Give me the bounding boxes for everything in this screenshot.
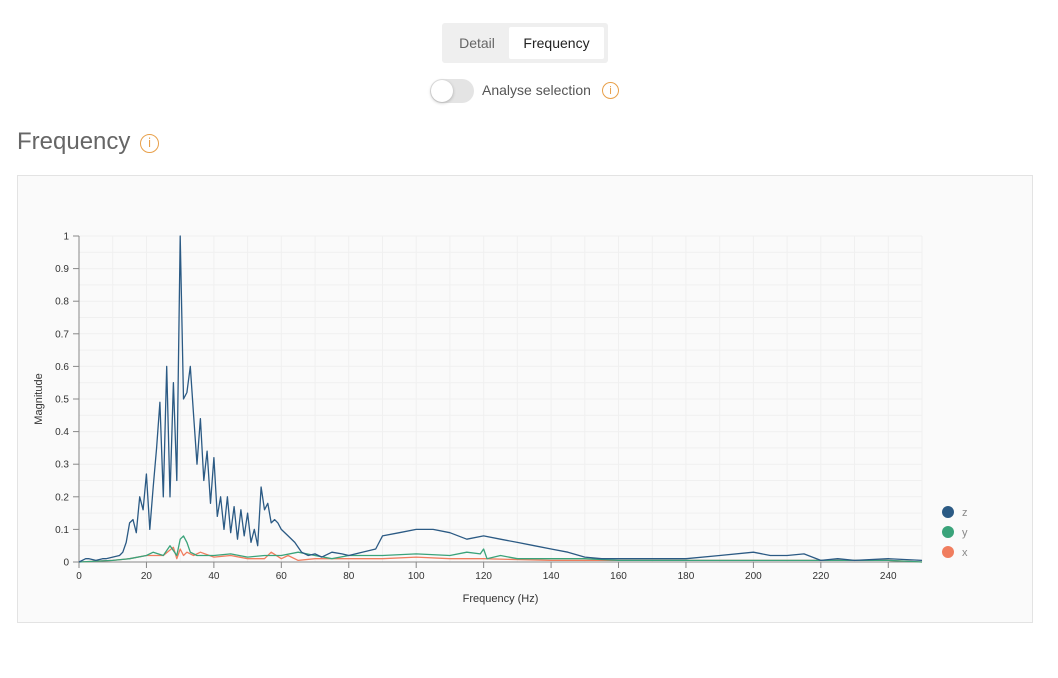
- grid-lines: [78, 235, 923, 563]
- legend-marker-x: [942, 546, 954, 558]
- y-tick-label: 0.2: [55, 492, 69, 503]
- x-tick-label: 160: [610, 571, 627, 582]
- x-tick-label: 200: [745, 571, 762, 582]
- x-tick-label: 20: [141, 571, 153, 582]
- legend-label-x: x: [962, 547, 968, 559]
- y-tick-label: 0.6: [55, 362, 69, 373]
- y-tick-label: 0.3: [55, 460, 69, 471]
- analyse-selection-label: Analyse selection: [482, 82, 591, 98]
- x-tick-label: 120: [475, 571, 492, 582]
- frequency-chart: 0 0.1 0.2 0.3 0.4 0.5 0.6 0.7 0.8 0.9 1 0 20 40 60 80 10…: [33, 232, 968, 606]
- legend-marker-z: [942, 506, 954, 518]
- x-tick-label: 240: [880, 571, 897, 582]
- y-tick-label: 0.8: [55, 297, 69, 308]
- x-tick-label: 60: [276, 571, 288, 582]
- toggle-knob: [431, 80, 453, 102]
- legend-marker-y: [942, 526, 954, 538]
- legend-label-z: z: [962, 507, 968, 519]
- series-line-y: [78, 535, 923, 563]
- tab-detail[interactable]: Detail: [459, 35, 495, 51]
- y-axis-label: Magnitude: [33, 373, 45, 424]
- x-tick-label: 140: [543, 571, 560, 582]
- x-tick-label: 80: [343, 571, 355, 582]
- view-tab-group: Detail Frequency: [442, 23, 608, 63]
- y-tick-label: 0: [63, 558, 69, 569]
- x-tick-label: 220: [812, 571, 829, 582]
- y-tick-label: 0.4: [55, 427, 69, 438]
- y-tick-label: 0.9: [55, 264, 69, 275]
- x-tick-label: 180: [678, 571, 695, 582]
- info-circle-icon[interactable]: i: [602, 82, 619, 99]
- info-circle-icon[interactable]: i: [140, 134, 159, 153]
- chart-panel: 0 0.1 0.2 0.3 0.4 0.5 0.6 0.7 0.8 0.9 1 0 20 40 60 80 10…: [17, 175, 1033, 623]
- x-tick-label: 40: [208, 571, 220, 582]
- analyse-selection-toggle[interactable]: [430, 79, 474, 103]
- tab-frequency[interactable]: Frequency: [509, 27, 604, 59]
- y-tick-label: 0.7: [55, 329, 69, 340]
- series-line-z: [78, 235, 923, 563]
- y-tick-label: 0.1: [55, 525, 69, 536]
- y-tick-label: 0.5: [55, 395, 69, 406]
- x-tick-label: 0: [76, 571, 82, 582]
- legend-label-y: y: [962, 527, 968, 539]
- y-tick-label: 1: [63, 232, 69, 243]
- page-title: Frequency: [17, 128, 131, 155]
- x-tick-label: 100: [408, 571, 425, 582]
- x-axis-label: Frequency (Hz): [463, 593, 539, 605]
